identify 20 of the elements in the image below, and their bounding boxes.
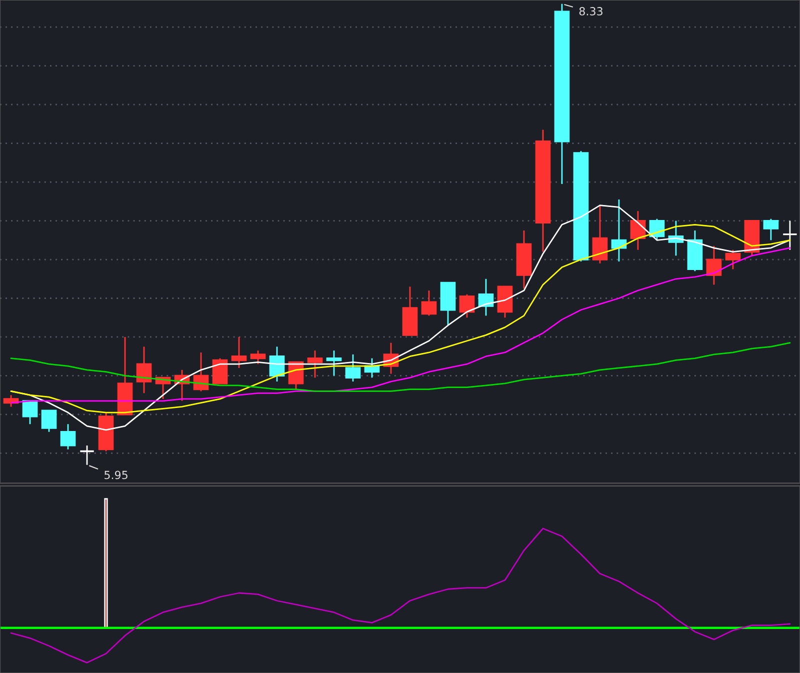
candlestick	[592, 204, 608, 264]
candlestick	[307, 350, 323, 378]
candlestick	[212, 358, 228, 384]
candlestick	[136, 346, 152, 394]
candlestick	[763, 218, 779, 241]
candlestick	[79, 444, 95, 466]
candlestick	[459, 294, 475, 318]
candlestick	[60, 423, 76, 450]
candlestick	[725, 249, 741, 270]
candlestick	[478, 278, 494, 316]
candlestick	[345, 354, 361, 382]
annotation: 8.33	[579, 7, 602, 16]
annotation: 5.95	[104, 470, 128, 480]
candlestick	[41, 410, 57, 433]
candlestick	[326, 350, 342, 376]
candlestick	[421, 290, 437, 316]
candlestick	[250, 350, 266, 365]
candlestick	[231, 336, 247, 369]
candlestick	[22, 400, 38, 425]
candlestick	[706, 245, 722, 286]
